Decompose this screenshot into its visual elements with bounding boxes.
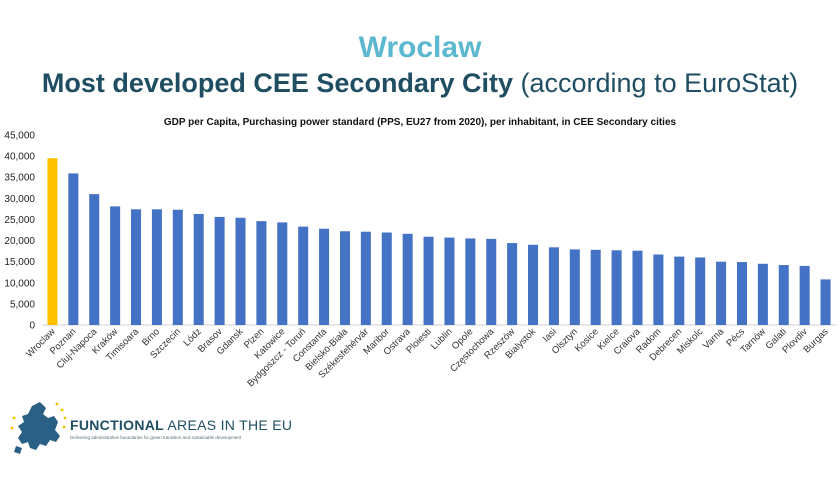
y-tick-label: 35,000: [4, 173, 35, 184]
y-tick-label: 40,000: [4, 152, 35, 163]
bar-16: [381, 232, 392, 325]
bar-0: [47, 158, 58, 325]
y-tick-label: 0: [29, 321, 35, 332]
bar-3: [110, 206, 121, 325]
footer-text: FUNCTIONAL AREAS IN THE EU Delivering ad…: [70, 417, 292, 440]
y-tick-label: 5,000: [10, 299, 35, 310]
page-subtitle: Most developed CEE Secondary City (accor…: [0, 66, 840, 100]
bar-1: [68, 173, 79, 325]
bar-10: [256, 221, 267, 325]
bar-9: [235, 217, 246, 325]
bar-11: [277, 222, 288, 325]
bar-12: [298, 226, 309, 325]
y-tick-label: 10,000: [4, 278, 35, 289]
bar-5: [151, 209, 162, 325]
x-tick-label: Varna: [701, 326, 727, 352]
bar-30: [674, 256, 685, 325]
subtitle-bold: Most developed CEE Secondary City: [41, 68, 513, 98]
bar-7: [193, 213, 204, 325]
bar-4: [131, 209, 142, 325]
bar-20: [465, 238, 476, 325]
y-tick-label: 45,000: [4, 131, 35, 142]
bar-27: [611, 250, 622, 325]
bar-25: [569, 249, 580, 325]
bar-2: [89, 194, 100, 325]
bar-17: [402, 233, 413, 325]
bar-35: [778, 265, 789, 325]
x-tick-label: Lublin: [429, 326, 455, 352]
bar-28: [632, 250, 643, 325]
bar-19: [444, 237, 455, 325]
bar-21: [486, 238, 497, 325]
y-tick-label: 30,000: [4, 194, 35, 205]
bar-33: [736, 262, 747, 325]
bar-34: [757, 263, 768, 325]
bar-23: [528, 244, 539, 325]
bar-8: [214, 216, 225, 325]
y-tick-label: 15,000: [4, 257, 35, 268]
eu-map-stars-icon: [10, 402, 67, 454]
bar-13: [319, 228, 330, 325]
bar-26: [590, 249, 601, 325]
bar-22: [507, 243, 518, 325]
chart-title: GDP per Capita, Purchasing power standar…: [163, 117, 677, 128]
x-tick-label: Kosice: [573, 326, 601, 354]
bar-32: [716, 261, 727, 325]
page-title: Wroclaw: [358, 31, 482, 64]
bar-37: [820, 279, 831, 325]
y-tick-label: 25,000: [4, 215, 35, 226]
bar-15: [360, 231, 371, 325]
header: Wroclaw Most developed CEE Secondary Cit…: [0, 30, 840, 100]
footer-brand-rest: AREAS IN THE EU: [167, 417, 293, 433]
footer-brand: FUNCTIONAL AREAS IN THE EU Delivering ad…: [10, 400, 370, 462]
footer-tagline: Delivering administrative boundaries for…: [70, 435, 242, 440]
bar-14: [339, 231, 350, 325]
footer-brand-bold: FUNCTIONAL: [70, 417, 164, 433]
subtitle-normal: (according to EuroStat): [520, 68, 799, 98]
bar-6: [172, 209, 183, 325]
footer-brand-name: FUNCTIONAL AREAS IN THE EU: [70, 417, 292, 433]
gdp-bar-chart: 0 5,000 10,000 15,000 20,000 25,000 30,000 35,0…: [4, 131, 836, 389]
bar-18: [423, 236, 434, 325]
bar-36: [799, 265, 810, 325]
bar-31: [695, 257, 706, 325]
y-tick-label: 20,000: [4, 236, 35, 247]
bar-29: [653, 254, 664, 325]
bar-24: [548, 247, 559, 325]
